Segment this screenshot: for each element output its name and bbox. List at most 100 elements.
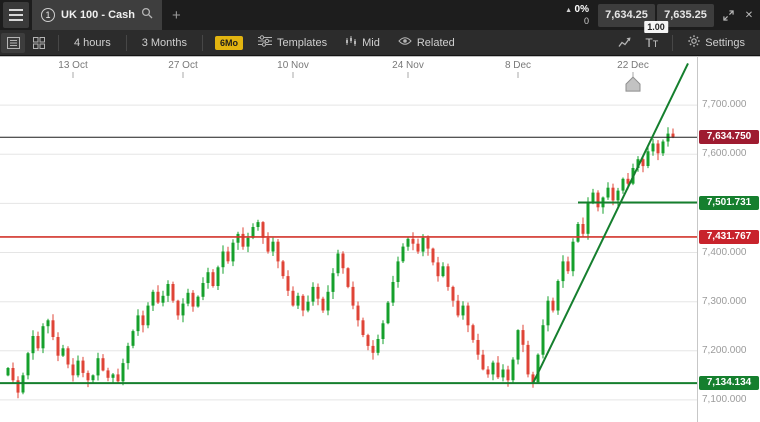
candle-body bbox=[651, 143, 655, 152]
price-type-selector[interactable]: Mid bbox=[336, 30, 389, 56]
candle-body bbox=[516, 330, 520, 360]
candle-body bbox=[116, 374, 120, 382]
candle-body bbox=[336, 253, 340, 274]
candle-body bbox=[321, 298, 325, 311]
candle-body bbox=[316, 286, 320, 299]
candle-body bbox=[276, 241, 280, 262]
candle-body bbox=[551, 300, 555, 311]
candle-body bbox=[531, 374, 535, 383]
candle-body bbox=[301, 295, 305, 311]
y-axis-label: 7,700.000 bbox=[702, 99, 747, 111]
x-axis-label: 24 Nov bbox=[392, 60, 424, 71]
panel-list-icon[interactable] bbox=[1, 32, 25, 53]
y-axis-label: 7,600.000 bbox=[702, 148, 747, 160]
related-label: Related bbox=[416, 36, 455, 49]
bars-icon bbox=[345, 35, 357, 50]
candle-body bbox=[136, 315, 140, 332]
candle-body bbox=[206, 272, 210, 283]
templates-button[interactable]: Templates bbox=[249, 30, 336, 56]
instrument-tab[interactable]: 1 UK 100 - Cash bbox=[32, 0, 162, 30]
candle-body bbox=[146, 305, 150, 326]
support-price-tag[interactable]: 7,501.731 bbox=[699, 195, 759, 210]
sell-price-button[interactable]: 7,634.25 bbox=[598, 3, 655, 27]
candle-body bbox=[406, 238, 410, 247]
candle-body bbox=[591, 192, 595, 203]
chart-tool-icon[interactable] bbox=[612, 33, 636, 53]
candle-body bbox=[186, 292, 190, 304]
candle-body bbox=[271, 241, 275, 252]
y-axis-label: 7,400.000 bbox=[702, 246, 747, 258]
candle-body bbox=[166, 284, 170, 296]
candle-body bbox=[596, 192, 600, 208]
candle-body bbox=[126, 345, 130, 364]
candle-body bbox=[66, 348, 70, 365]
candle-body bbox=[566, 261, 570, 272]
current-price-price-tag[interactable]: 7,634.750 bbox=[699, 130, 759, 145]
candle-body bbox=[131, 331, 135, 346]
candle-body bbox=[656, 143, 660, 154]
candle-body bbox=[671, 133, 675, 137]
candle-body bbox=[616, 190, 620, 201]
add-tab-button[interactable]: + bbox=[171, 6, 181, 24]
chart-area[interactable]: 13 Oct 27 Oct 10 Nov 24 Nov 8 Dec 22 Dec bbox=[0, 56, 697, 422]
candle-body bbox=[606, 187, 610, 198]
candle-body bbox=[91, 375, 95, 381]
candle-body bbox=[306, 301, 310, 311]
candle-body bbox=[86, 372, 90, 381]
zoom-range-badge[interactable]: 6Mo bbox=[214, 35, 243, 50]
settings-label: Settings bbox=[705, 36, 745, 49]
related-button[interactable]: Related bbox=[389, 30, 464, 56]
range-selector[interactable]: 3 Months bbox=[133, 30, 196, 56]
candle-body bbox=[451, 286, 455, 301]
search-icon[interactable] bbox=[141, 6, 153, 24]
candle-body bbox=[431, 248, 435, 263]
candle-body bbox=[151, 291, 155, 306]
chart-toolbar: 4 hours 3 Months 6Mo Templates Mid Relat… bbox=[0, 30, 760, 56]
tab-index-badge: 1 bbox=[41, 8, 55, 22]
candle-body bbox=[41, 326, 45, 349]
candle-body bbox=[286, 276, 290, 291]
candlestick-chart[interactable]: 13 Oct 27 Oct 10 Nov 24 Nov 8 Dec 22 Dec bbox=[0, 57, 697, 422]
mid-label: Mid bbox=[362, 36, 380, 49]
candle-body bbox=[6, 368, 10, 376]
candle-body bbox=[61, 348, 65, 356]
layout-grid-icon[interactable] bbox=[27, 33, 51, 53]
candle-body bbox=[636, 159, 640, 168]
candle-body bbox=[416, 243, 420, 252]
candle-body bbox=[101, 358, 105, 371]
candle-body bbox=[426, 237, 430, 249]
menu-button[interactable] bbox=[3, 2, 29, 28]
support-price-tag[interactable]: 7,134.134 bbox=[699, 376, 759, 391]
candle-body bbox=[346, 268, 350, 287]
candle-body bbox=[576, 224, 580, 242]
close-icon[interactable]: ✕ bbox=[744, 9, 754, 21]
candle-body bbox=[366, 335, 370, 346]
candle-body bbox=[81, 360, 85, 373]
candle-body bbox=[421, 237, 425, 252]
candle-body bbox=[71, 364, 75, 376]
candle-body bbox=[291, 290, 295, 306]
candle-body bbox=[361, 320, 365, 335]
trend-line[interactable] bbox=[532, 62, 689, 384]
resistance-price-tag[interactable]: 7,431.767 bbox=[699, 229, 759, 244]
candle-body bbox=[376, 339, 380, 353]
buy-price-button[interactable]: 7,635.25 bbox=[657, 3, 714, 27]
interval-selector[interactable]: 4 hours bbox=[65, 30, 120, 56]
candle-body bbox=[626, 178, 630, 184]
text-tool-button[interactable]: TT bbox=[645, 35, 659, 50]
candle-body bbox=[51, 320, 55, 337]
settings-button[interactable]: Settings bbox=[679, 30, 754, 56]
pentagon-marker[interactable] bbox=[625, 76, 641, 92]
change-points: 0 bbox=[583, 15, 589, 26]
candle-body bbox=[281, 261, 285, 277]
gear-icon bbox=[688, 35, 700, 50]
price-axis[interactable]: 7,700.0007,600.0007,500.0007,400.0007,30… bbox=[697, 56, 760, 422]
expand-icon[interactable] bbox=[721, 8, 735, 22]
candle-body bbox=[511, 359, 515, 381]
candle-body bbox=[391, 282, 395, 303]
eye-icon bbox=[398, 36, 412, 49]
candle-body bbox=[496, 362, 500, 378]
interval-label: 4 hours bbox=[74, 36, 111, 49]
candle-body bbox=[201, 283, 205, 297]
candle-body bbox=[11, 368, 15, 381]
